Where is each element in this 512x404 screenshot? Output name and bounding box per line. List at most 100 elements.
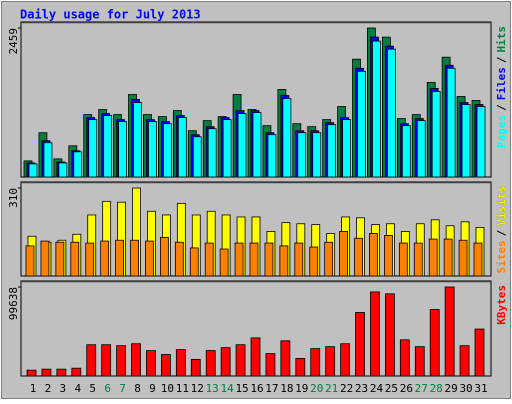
- x-tick-label: 20: [310, 382, 323, 395]
- bar: [384, 293, 395, 377]
- bar: [325, 346, 336, 377]
- x-tick-label: 2: [45, 382, 52, 395]
- bar: [219, 248, 229, 277]
- bar: [414, 346, 425, 377]
- legend-entry: KBytes: [495, 285, 508, 325]
- bar: [295, 357, 306, 377]
- bar: [339, 231, 349, 277]
- bar: [205, 350, 216, 377]
- bar: [101, 344, 112, 377]
- bar: [372, 40, 381, 178]
- bar: [324, 241, 334, 277]
- bar: [474, 328, 485, 377]
- x-tick-label: 17: [265, 382, 278, 395]
- bar: [100, 240, 110, 277]
- bar: [28, 163, 38, 178]
- bar: [175, 349, 186, 377]
- x-tick-label: 30: [459, 382, 472, 395]
- bar: [222, 119, 232, 178]
- bar: [250, 337, 261, 377]
- bar: [235, 344, 246, 377]
- x-tick-label: 26: [400, 382, 413, 395]
- bar: [56, 368, 67, 377]
- bar: [473, 242, 483, 277]
- bar: [459, 345, 470, 377]
- bar: [342, 119, 352, 178]
- bar: [174, 241, 184, 277]
- legend-entry: Sites: [495, 240, 508, 273]
- legend: Sites / Visits: [495, 186, 508, 274]
- x-tick-label: 15: [235, 382, 248, 395]
- bar: [340, 343, 351, 377]
- bar: [204, 242, 214, 277]
- bar: [458, 239, 468, 277]
- x-tick-label: 12: [191, 382, 204, 395]
- bar: [85, 242, 95, 277]
- bar: [279, 245, 289, 277]
- x-tick-label: 10: [161, 382, 174, 395]
- x-tick-label: 23: [355, 382, 368, 395]
- x-tick-label: 27: [415, 382, 428, 395]
- x-tick-label: 8: [134, 382, 141, 395]
- legend-entry: Visits: [495, 186, 508, 226]
- x-tick-label: 3: [60, 382, 67, 395]
- bar: [88, 119, 98, 178]
- bar: [133, 102, 142, 178]
- bar: [55, 241, 65, 277]
- x-tick-label: 28: [430, 382, 443, 395]
- bar: [280, 340, 291, 377]
- bar: [145, 240, 154, 277]
- bar: [220, 347, 231, 377]
- bar: [40, 240, 50, 277]
- x-tick-label: 22: [340, 382, 353, 395]
- x-tick-label: 13: [206, 382, 219, 395]
- bar: [41, 368, 52, 377]
- x-tick-label: 29: [445, 382, 458, 395]
- bar: [131, 343, 141, 377]
- bar: [444, 286, 455, 377]
- legend-entry: Files: [495, 67, 508, 100]
- bar: [118, 121, 127, 178]
- legend: KBytes: [495, 285, 508, 325]
- bar: [71, 367, 82, 377]
- bar: [383, 235, 393, 277]
- bar: [130, 239, 139, 277]
- bar: [234, 242, 244, 277]
- x-tick-label: 11: [176, 382, 189, 395]
- bar: [190, 358, 201, 377]
- bar: [354, 237, 363, 277]
- bar: [476, 106, 486, 178]
- bar: [413, 242, 423, 277]
- x-tick-label: 5: [89, 382, 96, 395]
- bar: [267, 134, 277, 178]
- bar: [429, 309, 440, 377]
- bar: [428, 238, 438, 277]
- bar: [282, 98, 292, 178]
- bar: [146, 350, 156, 377]
- x-tick-label: 16: [250, 382, 263, 395]
- bar: [461, 104, 471, 178]
- x-tick-label: 19: [295, 382, 308, 395]
- bar: [252, 112, 262, 178]
- x-tick-label: 25: [385, 382, 398, 395]
- bar: [386, 48, 396, 178]
- legend-entry: Pages: [495, 115, 508, 148]
- x-tick-label: 24: [370, 382, 384, 395]
- bar: [431, 91, 441, 178]
- bar: [237, 113, 247, 178]
- legend-separator: /: [495, 56, 508, 63]
- bar: [370, 291, 380, 377]
- bar: [294, 242, 304, 277]
- bar: [309, 246, 319, 277]
- x-tick-label: 9: [149, 382, 156, 395]
- bar: [189, 247, 199, 277]
- bar: [398, 242, 408, 277]
- bar: [160, 354, 171, 377]
- bar: [116, 345, 126, 377]
- legend-separator: /: [495, 104, 508, 111]
- bar: [148, 121, 157, 178]
- bar: [115, 239, 124, 277]
- bar: [192, 136, 202, 178]
- x-tick-label: 1: [30, 382, 37, 395]
